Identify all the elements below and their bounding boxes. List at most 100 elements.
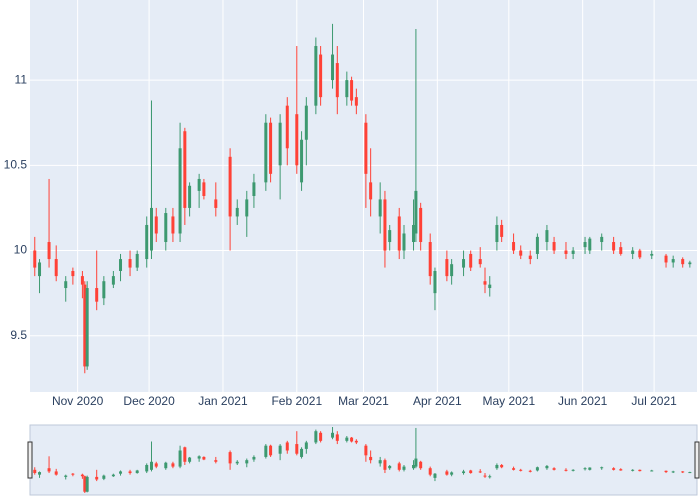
range-handle[interactable] [694, 441, 700, 479]
candle-body [269, 122, 273, 174]
candle-body [202, 182, 206, 196]
candle-body [149, 207, 153, 251]
mini-candle-body [469, 470, 473, 474]
mini-candle-body [369, 456, 373, 461]
mini-candle-body [95, 476, 99, 480]
candle-body [588, 238, 592, 251]
candle-body [512, 242, 516, 251]
candle-body [388, 230, 392, 243]
mini-candle-body [488, 476, 492, 478]
candle-body [228, 156, 232, 217]
mini-candle-body [588, 467, 592, 470]
candle-body [495, 224, 499, 243]
candle-body [197, 178, 201, 191]
mini-candle-body [335, 434, 339, 441]
candle-body [414, 190, 418, 234]
mini-candle-body [638, 469, 642, 472]
candle-body [681, 259, 685, 265]
mini-candle-body [478, 471, 482, 473]
candle-body [33, 250, 37, 268]
candle-body [295, 114, 299, 166]
mini-candle-body [149, 461, 153, 470]
candle-body [688, 262, 692, 265]
candle-body [83, 284, 87, 367]
candle-body [331, 54, 335, 81]
mini-candle-body [319, 432, 323, 441]
range-handle[interactable] [27, 441, 33, 479]
mini-candle-body [119, 471, 123, 474]
mini-candle-body [111, 474, 115, 477]
mini-candle-body [414, 458, 418, 467]
x-tick-label: Jul 2021 [631, 394, 677, 408]
candle-body [345, 80, 349, 98]
mini-candle-body [214, 460, 218, 462]
candle-body [664, 255, 668, 263]
candle-body [64, 281, 68, 289]
candle-body [364, 122, 368, 174]
mini-candle-body [128, 471, 132, 474]
mini-candle-body [154, 463, 158, 467]
mini-candle-body [304, 442, 308, 449]
mini-candle-body [264, 445, 268, 457]
candle-body [145, 224, 149, 260]
mini-candle-body [378, 460, 382, 464]
candle-body [433, 270, 437, 294]
y-tick-label: 10.5 [4, 157, 28, 171]
candle-body [178, 148, 182, 234]
candle-body [383, 199, 387, 251]
candle-body [71, 270, 75, 277]
candle-body [469, 253, 473, 268]
mini-candle-body [528, 470, 532, 472]
candle-body [419, 207, 423, 243]
candle-body [111, 276, 115, 285]
mini-candle-body [85, 476, 89, 492]
candle-body [278, 122, 282, 166]
candle-body [483, 281, 487, 285]
mini-candle-body [552, 468, 556, 470]
mini-candle-body [197, 456, 201, 459]
candle-body [285, 105, 289, 149]
candle-body [335, 63, 339, 98]
candle-body [535, 236, 539, 254]
mini-candle-body [47, 468, 51, 472]
candle-body [38, 262, 42, 277]
mini-candle-body [419, 461, 423, 469]
candle-body [80, 276, 84, 285]
candle-body [354, 97, 358, 106]
mini-candle-body [571, 469, 575, 471]
range-slider[interactable] [29, 424, 698, 496]
mini-candle-body [428, 468, 432, 475]
mini-candle-body [500, 464, 504, 468]
x-tick-label: May 2021 [482, 394, 535, 408]
candle-body [350, 80, 354, 101]
mini-candle-body [512, 468, 516, 470]
mini-candle-body [445, 471, 449, 475]
mini-candle-body [278, 445, 282, 454]
candle-body [564, 250, 568, 254]
mini-candle-body [619, 469, 623, 471]
mini-candle-body [71, 473, 75, 475]
mini-candle-body [135, 470, 139, 474]
mini-candle-body [38, 472, 42, 475]
mini-candle-body [171, 463, 175, 467]
mini-candle-body [545, 465, 549, 469]
candle-body [488, 284, 492, 289]
candle-body [428, 242, 432, 277]
mini-candle-body [64, 475, 68, 477]
candle-body [102, 281, 106, 299]
mini-candle-body [285, 442, 289, 451]
candle-body [85, 288, 89, 367]
candle-body [412, 224, 416, 243]
candle-body [47, 242, 51, 260]
candle-body [252, 182, 256, 196]
y-tick-label: 11 [15, 72, 28, 86]
candle-body [545, 230, 549, 243]
mini-candle-body [350, 437, 354, 442]
mini-candle-body [228, 452, 232, 464]
candle-body [397, 216, 401, 251]
mini-candle-body [388, 465, 392, 469]
mini-candle-body [495, 464, 499, 469]
candle-body [119, 259, 123, 271]
mini-candle-body [300, 448, 304, 457]
